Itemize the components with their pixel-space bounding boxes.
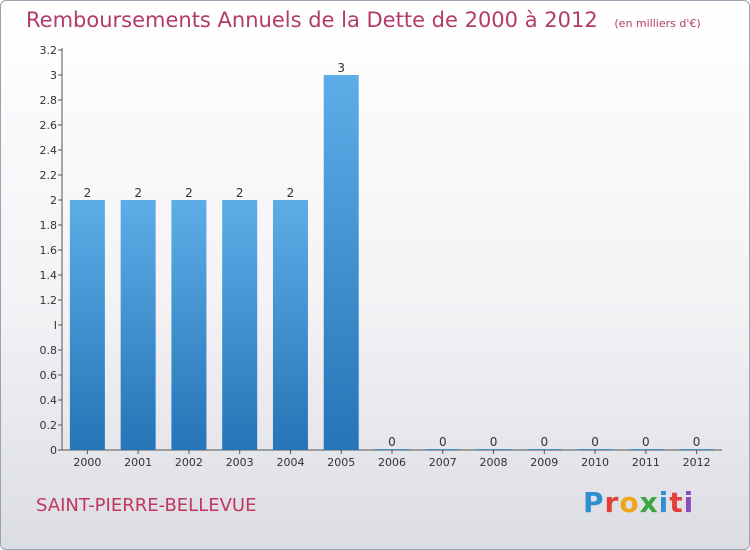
x-tick-label: 2008 bbox=[480, 456, 508, 469]
y-tick-label: 1.4 bbox=[40, 269, 58, 282]
data-label: 0 bbox=[693, 435, 701, 449]
bar-2000 bbox=[69, 200, 105, 450]
y-tick-label: I bbox=[54, 319, 57, 332]
y-tick-label: 0.2 bbox=[40, 419, 58, 432]
x-tick-label: 2012 bbox=[683, 456, 711, 469]
data-label: 0 bbox=[642, 435, 650, 449]
logo-letter: r bbox=[604, 486, 620, 519]
commune-name: SAINT-PIERRE-BELLEVUE bbox=[36, 495, 257, 516]
data-label: 0 bbox=[490, 435, 498, 449]
y-tick-label: 0.8 bbox=[40, 344, 58, 357]
data-label: 3 bbox=[337, 61, 345, 75]
x-tick-label: 2000 bbox=[73, 456, 101, 469]
data-label: 0 bbox=[439, 435, 447, 449]
data-label: 2 bbox=[287, 186, 295, 200]
y-tick-label: 0.6 bbox=[40, 369, 58, 382]
logo-letter: P bbox=[583, 486, 605, 519]
data-label: 2 bbox=[134, 186, 142, 200]
bar-2002 bbox=[171, 200, 207, 450]
data-label: 0 bbox=[591, 435, 599, 449]
y-tick-label: 1.2 bbox=[40, 294, 58, 307]
bar-2008 bbox=[476, 449, 512, 450]
title-unit: (en milliers d'€) bbox=[614, 17, 701, 30]
logo-letter: o bbox=[619, 486, 640, 519]
title-text: Remboursements Annuels de la Dette de 20… bbox=[26, 8, 598, 32]
data-label: 2 bbox=[84, 186, 92, 200]
logo-letter: x bbox=[639, 486, 659, 519]
x-tick-label: 2002 bbox=[175, 456, 203, 469]
x-tick-label: 2005 bbox=[327, 456, 355, 469]
y-tick-label: 3.2 bbox=[40, 44, 58, 57]
x-tick-label: 2011 bbox=[632, 456, 660, 469]
x-tick-label: 2003 bbox=[226, 456, 254, 469]
bar-2005 bbox=[323, 75, 359, 450]
chart-title: Remboursements Annuels de la Dette de 20… bbox=[26, 8, 701, 32]
y-tick-label: 1.6 bbox=[40, 244, 58, 257]
y-tick-label: 0 bbox=[50, 444, 57, 457]
bar-2010 bbox=[577, 449, 613, 450]
logo-letter: i bbox=[658, 486, 670, 519]
data-label: 2 bbox=[185, 186, 193, 200]
data-label: 0 bbox=[540, 435, 548, 449]
y-tick-label: 1.8 bbox=[40, 219, 58, 232]
bar-2009 bbox=[526, 449, 562, 450]
bar-2011 bbox=[628, 449, 664, 450]
y-tick-label: 2.8 bbox=[40, 94, 58, 107]
x-tick-label: 2001 bbox=[124, 456, 152, 469]
y-tick-label: 3 bbox=[50, 69, 57, 82]
data-label: 0 bbox=[388, 435, 396, 449]
logo-letter: i bbox=[683, 486, 695, 519]
y-tick-label: 2.4 bbox=[40, 144, 58, 157]
bar-2012 bbox=[679, 449, 715, 450]
bar-2003 bbox=[222, 200, 258, 450]
bar-2001 bbox=[120, 200, 156, 450]
x-tick-label: 2004 bbox=[276, 456, 304, 469]
bar-2007 bbox=[425, 449, 461, 450]
x-tick-label: 2006 bbox=[378, 456, 406, 469]
x-tick-label: 2007 bbox=[429, 456, 457, 469]
bar-2004 bbox=[272, 200, 308, 450]
x-tick-label: 2009 bbox=[530, 456, 558, 469]
proxiti-logo[interactable]: Proxiti bbox=[583, 486, 694, 519]
data-label: 2 bbox=[236, 186, 244, 200]
y-tick-label: 2.6 bbox=[40, 119, 58, 132]
y-tick-label: 0.4 bbox=[40, 394, 58, 407]
bar-2006 bbox=[374, 449, 410, 450]
x-tick-label: 2010 bbox=[581, 456, 609, 469]
logo-letter: t bbox=[669, 486, 684, 519]
y-tick-label: 2.2 bbox=[40, 169, 58, 182]
y-tick-label: 2 bbox=[50, 194, 57, 207]
